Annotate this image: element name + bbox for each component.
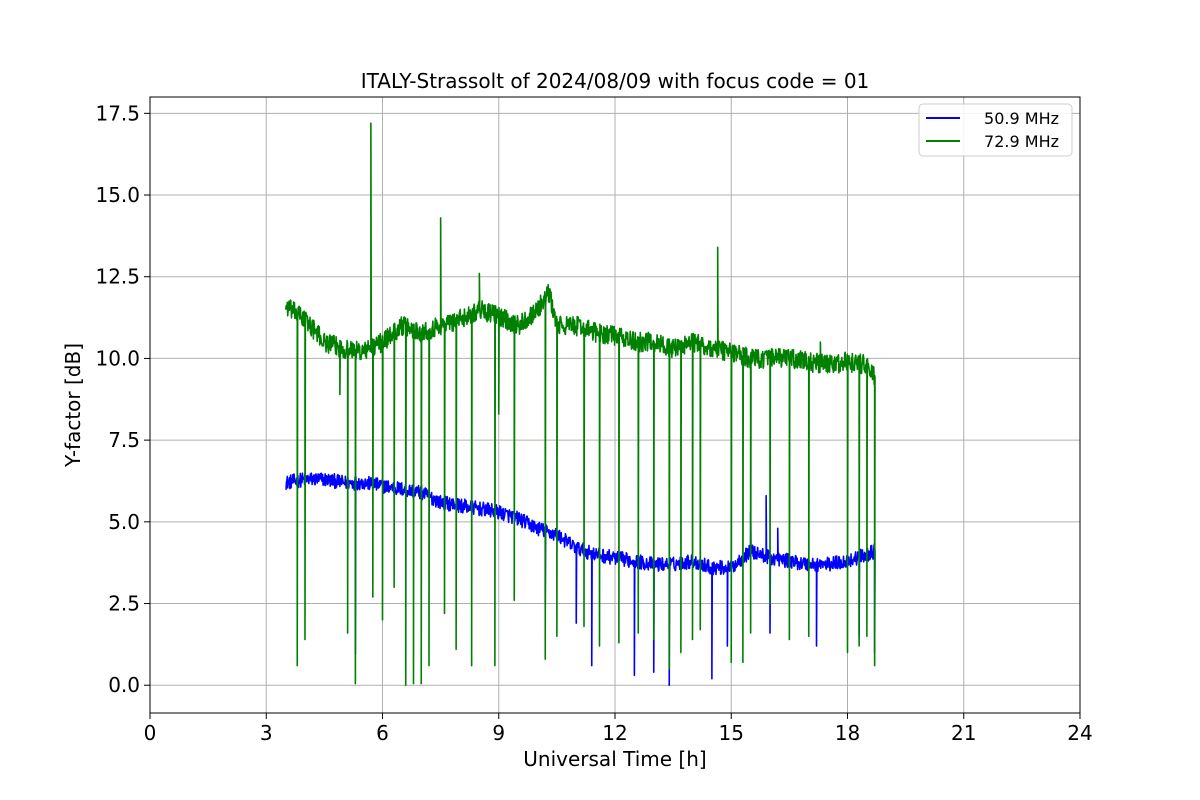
series-line-1 [284,122,876,687]
y-axis-label: Y-factor [dB] [61,343,85,468]
y-tick-label: 5.0 [108,510,140,534]
x-tick-label: 0 [144,721,157,745]
y-tick-label: 2.5 [108,592,140,616]
y-tick-label: 0.0 [108,673,140,697]
y-tick-label: 15.0 [95,183,140,207]
x-tick-label: 9 [492,721,505,745]
x-axis-ticks: 0 3 6 9 12 15 18 21 24 [144,713,1093,745]
y-tick-label: 7.5 [108,428,140,452]
x-tick-label: 6 [376,721,389,745]
y-tick-label: 12.5 [95,265,140,289]
chart-title: ITALY-Strassolt of 2024/08/09 with focus… [361,69,870,93]
x-tick-label: 21 [951,721,976,745]
x-tick-label: 18 [835,721,860,745]
x-tick-label: 3 [260,721,273,745]
series-line-0 [285,472,876,687]
legend-label-50mhz: 50.9 MHz [984,109,1059,128]
y-tick-label: 10.0 [95,346,140,370]
y-axis-ticks: 0.0 2.5 5.0 7.5 10.0 12.5 15.0 17.5 [95,101,150,697]
series-layer [284,122,876,687]
x-tick-label: 24 [1067,721,1092,745]
legend: 50.9 MHz 72.9 MHz [918,103,1073,157]
x-tick-label: 15 [719,721,744,745]
y-tick-label: 17.5 [95,101,140,125]
x-tick-label: 12 [602,721,627,745]
x-axis-label: Universal Time [h] [523,747,706,771]
legend-label-72mhz: 72.9 MHz [984,132,1059,151]
